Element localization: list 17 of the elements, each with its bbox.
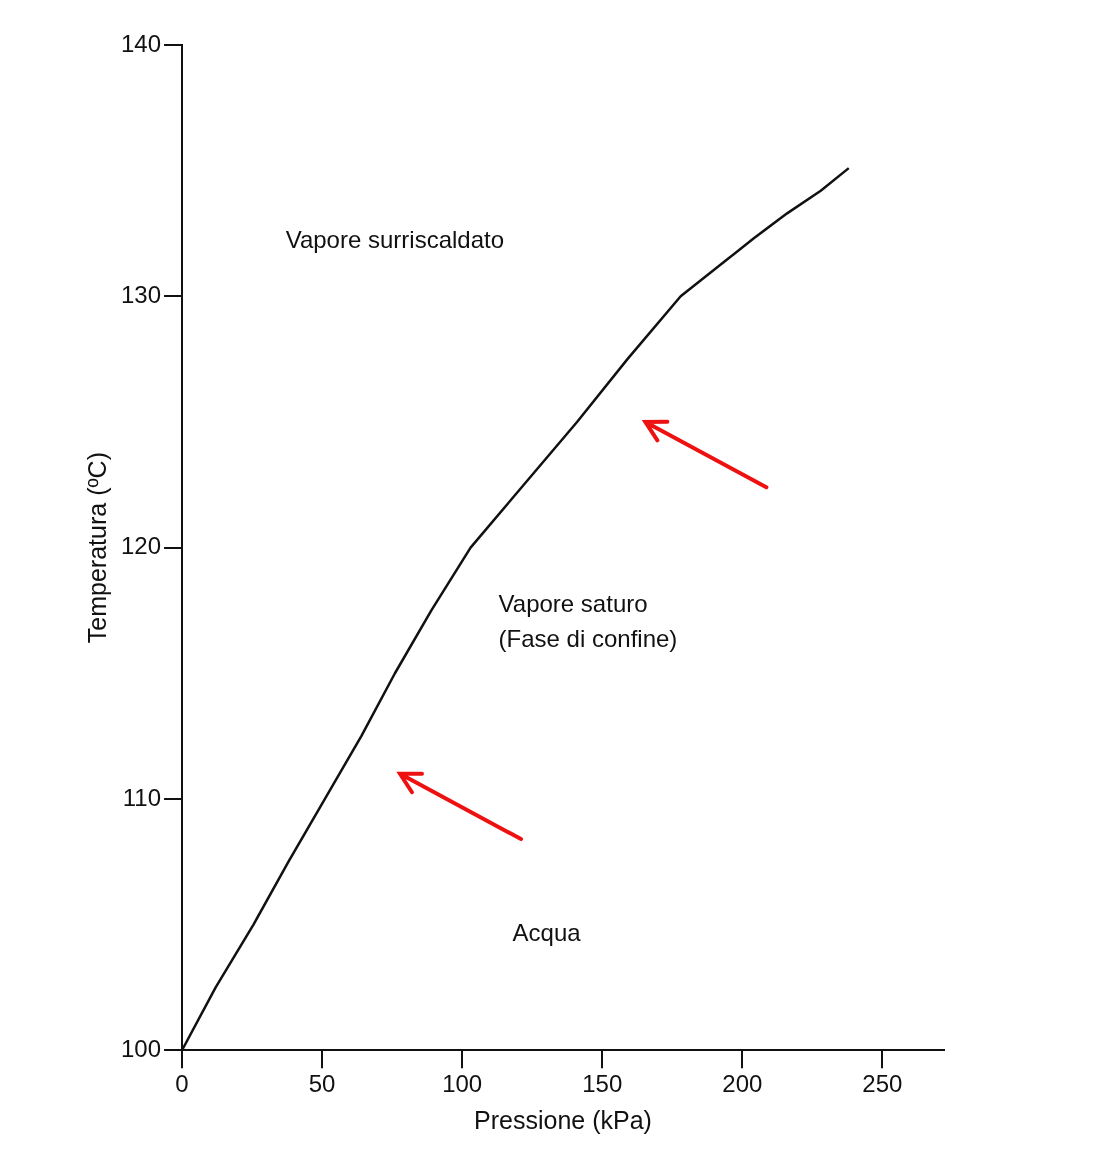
y-tick-label: 100	[121, 1034, 162, 1062]
annotation: (Fase di confine)	[498, 625, 678, 653]
x-axis-title: Pressione (kPa)	[474, 1105, 652, 1134]
x-tick-label: 250	[862, 1070, 903, 1098]
annotation: Acqua	[512, 919, 582, 947]
x-tick-label: 50	[308, 1070, 336, 1098]
y-tick-label: 130	[121, 280, 162, 308]
y-tick-label: 140	[121, 29, 162, 57]
x-tick-label: 200	[722, 1070, 763, 1098]
x-tick-label: 100	[442, 1070, 483, 1098]
annotation: Vapore surriscaldato	[285, 225, 505, 253]
x-tick-label: 150	[582, 1070, 623, 1098]
y-tick-label: 120	[121, 532, 162, 560]
x-tick-label: 0	[175, 1070, 189, 1098]
annotation: Vapore saturo	[498, 590, 648, 618]
y-axis-title: Temperatura (ºC)	[82, 452, 111, 644]
y-tick-label: 110	[122, 783, 162, 811]
